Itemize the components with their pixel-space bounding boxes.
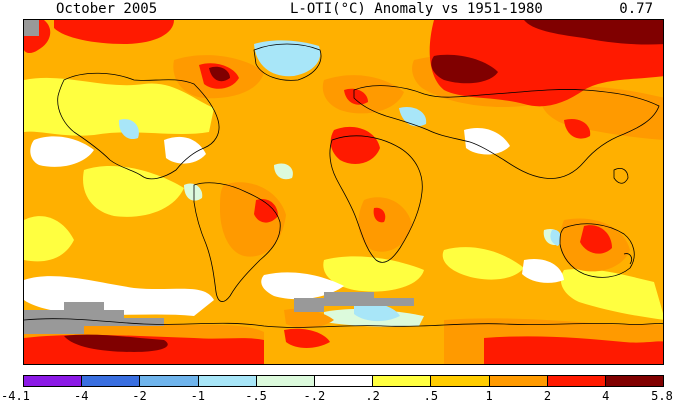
- color-scale-labels: -4.1 -4 -2 -1 -.5 -.2 .2 .5 1 2 4 5.8: [1, 389, 673, 403]
- color-scale-tick-label: 4: [602, 389, 610, 403]
- color-scale-tick-label: 2: [543, 389, 552, 403]
- color-scale-tick-label: -.5: [245, 389, 267, 403]
- coastlines: [24, 43, 663, 328]
- color-scale-bin: [140, 376, 199, 386]
- color-scale-bar: [23, 375, 664, 387]
- map-title: L-OTI(°C) Anomaly vs 1951-1980: [290, 1, 543, 17]
- color-scale-bin: [373, 376, 432, 386]
- color-scale-tick-label: -.2: [303, 389, 326, 403]
- anomaly-map-canvas: [24, 20, 663, 364]
- color-scale-bin: [82, 376, 141, 386]
- color-scale-bin: [605, 376, 664, 386]
- color-scale-tick-label: -2: [132, 389, 147, 403]
- color-scale-bin: [431, 376, 490, 386]
- color-scale-bin: [314, 376, 374, 386]
- missing-data-areas: [24, 20, 414, 334]
- anomaly-patches-white: [24, 127, 564, 316]
- map-date-label: October 2005: [56, 1, 158, 17]
- color-scale-tick-label: -1: [190, 389, 206, 403]
- color-scale-tick-label: 5.8: [651, 389, 673, 403]
- color-scale-bin: [24, 376, 83, 386]
- color-scale-tick-label: .2: [365, 389, 380, 403]
- anomaly-patches-lightblue: [118, 40, 561, 322]
- anomaly-map: [23, 19, 664, 365]
- anomaly-patches-yellow: [24, 77, 663, 320]
- color-scale-tick-label: .5: [423, 389, 439, 403]
- color-scale-bin: [547, 376, 606, 386]
- color-scale-tick-label: 1: [485, 389, 493, 403]
- anomaly-patches-darkred: [64, 20, 663, 352]
- global-mean-value: 0.77: [619, 1, 653, 17]
- color-scale-tick-label: -4.1: [1, 389, 30, 403]
- color-scale-bin: [198, 376, 257, 386]
- color-scale-bin: [256, 376, 315, 386]
- color-scale-tick-label: -4: [74, 389, 89, 403]
- color-scale-bin: [489, 376, 548, 386]
